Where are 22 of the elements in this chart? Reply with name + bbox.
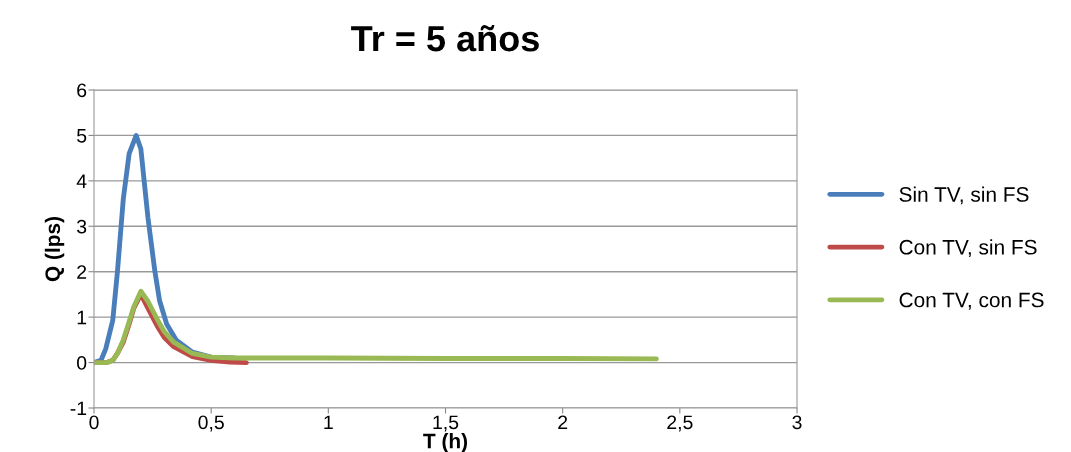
- x-tick-label: 0,5: [198, 415, 224, 432]
- y-tick-label: 1: [77, 310, 87, 325]
- legend-label: Sin TV, sin FS: [899, 186, 1029, 205]
- x-axis-title: T (h): [423, 433, 468, 452]
- y-tick-label: 6: [77, 83, 87, 98]
- y-tick-label: -1: [70, 401, 87, 416]
- x-tick-label: 1: [324, 415, 333, 430]
- line-series: [94, 288, 659, 365]
- x-tick-label: 1,5: [433, 415, 459, 432]
- y-axis-title: Q (lps): [44, 217, 65, 282]
- y-tick-label: 3: [76, 219, 87, 234]
- x-tick-label: 2: [558, 415, 568, 430]
- y-tick-label: 0: [77, 356, 87, 370]
- x-tick-label: 0: [89, 415, 99, 430]
- y-tick-label: 4: [76, 174, 87, 188]
- legend-label: Con TV, sin FS: [899, 239, 1037, 258]
- legend-label: Con TV, con FS: [899, 292, 1044, 310]
- y-tick-label: 5: [77, 129, 87, 143]
- x-tick-label: 3: [792, 415, 802, 430]
- chart-title: Tr = 5 años: [351, 25, 539, 52]
- y-tick-label: 2: [77, 265, 87, 279]
- x-tick-label: 2,5: [667, 415, 693, 432]
